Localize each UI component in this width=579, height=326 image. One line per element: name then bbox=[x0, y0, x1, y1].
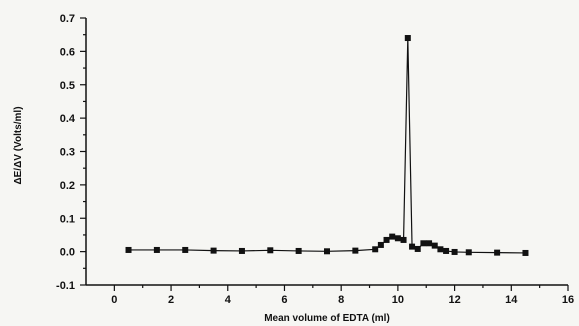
data-point-2 bbox=[153, 246, 160, 253]
x-tick-label: 4 bbox=[225, 294, 232, 306]
y-tick-label: 0.7 bbox=[60, 13, 75, 25]
data-point-26 bbox=[494, 249, 501, 256]
data-point-16 bbox=[404, 35, 411, 42]
y-tick-label: 0.3 bbox=[60, 147, 75, 159]
x-tick-label: 14 bbox=[505, 294, 518, 306]
data-point-4 bbox=[210, 247, 217, 254]
x-tick-label: 6 bbox=[281, 294, 287, 306]
data-point-10 bbox=[372, 246, 379, 253]
data-point-8 bbox=[324, 248, 330, 255]
y-tick-label: 0.5 bbox=[60, 80, 75, 92]
x-tick-label: 0 bbox=[111, 294, 117, 306]
data-point-9 bbox=[352, 247, 359, 254]
data-point-20 bbox=[426, 240, 433, 247]
data-point-23 bbox=[443, 247, 450, 254]
data-point-25 bbox=[465, 249, 472, 256]
data-point-6 bbox=[267, 247, 274, 254]
y-tick-label: 0.0 bbox=[60, 247, 75, 259]
y-tick-label: 0.1 bbox=[60, 213, 75, 225]
data-point-22 bbox=[437, 246, 444, 253]
data-point-15 bbox=[400, 236, 407, 243]
y-tick-label: -0.1 bbox=[56, 280, 75, 292]
data-point-18 bbox=[414, 245, 421, 252]
x-tick-label: 16 bbox=[562, 294, 574, 306]
y-tick-label: 0.2 bbox=[60, 180, 75, 192]
x-tick-label: 8 bbox=[338, 294, 344, 306]
labels-layer: -0.1 0.0 0.1 0.2 0.3 0.4 0.5 0.6 0.7 0 2 4 6 8 10 12 14 1… bbox=[13, 13, 574, 324]
x-tick-label: 12 bbox=[448, 294, 460, 306]
axes-layer bbox=[80, 17, 569, 291]
data-point-13 bbox=[389, 233, 396, 240]
data-point-19 bbox=[420, 240, 427, 247]
data-point-14 bbox=[394, 235, 401, 242]
x-tick-label: 10 bbox=[392, 294, 404, 306]
data-point-21 bbox=[431, 242, 438, 249]
data-point-17 bbox=[409, 243, 416, 250]
x-tick-label: 2 bbox=[168, 294, 174, 306]
data-point-7 bbox=[295, 247, 302, 254]
series-layer bbox=[125, 35, 529, 256]
series-line bbox=[128, 38, 526, 254]
x-axis-label: Mean volume of EDTA (ml) bbox=[264, 313, 390, 324]
y-axis-label: ΔE/ΔV (Volts/ml) bbox=[13, 106, 24, 184]
data-point-1 bbox=[125, 246, 132, 253]
data-point-11 bbox=[377, 241, 384, 248]
y-tick-label: 0.6 bbox=[60, 46, 75, 58]
data-point-5 bbox=[238, 247, 245, 254]
y-tick-label: 0.4 bbox=[60, 113, 76, 125]
data-point-24 bbox=[451, 248, 458, 255]
data-point-3 bbox=[182, 246, 189, 253]
data-point-27 bbox=[522, 249, 529, 256]
data-point-12 bbox=[383, 236, 390, 243]
